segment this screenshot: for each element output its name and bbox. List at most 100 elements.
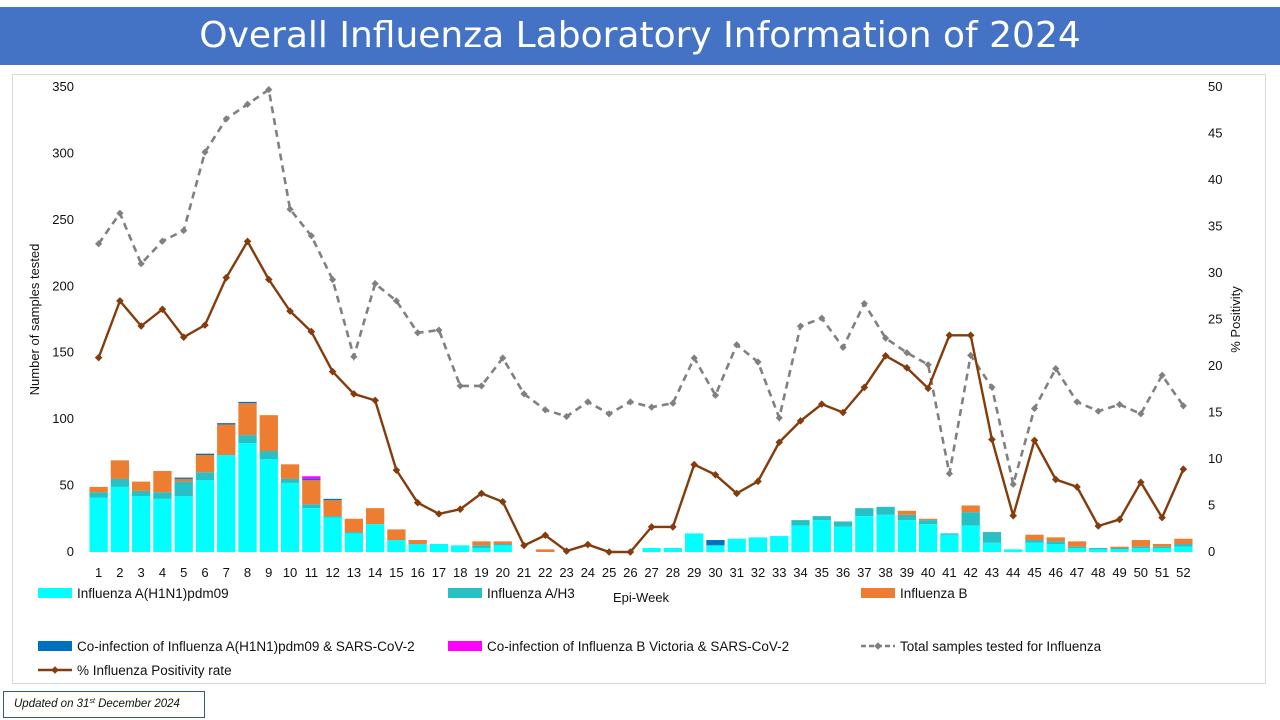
total-samples-point [1158,371,1166,379]
total-samples-point [881,334,890,342]
y2-tick-label: 20 [1208,358,1222,373]
total-samples-point [116,209,124,217]
bar-h1n1-week-18 [451,545,470,552]
bar-h1n1-week-27 [642,548,661,552]
x-tick-label: 49 [1112,565,1126,580]
bar-b-week-52 [1174,538,1193,545]
positivity-point [711,471,720,479]
bar-h1n1-week-8 [238,443,257,552]
positivity-point [584,540,592,549]
x-tick-label: 39 [900,565,914,580]
positivity-point [371,396,379,405]
y2-tick-label: 10 [1208,451,1222,466]
legend-label-b: Influenza B [900,586,968,601]
legend-swatch-coinf_b [448,641,482,651]
bar-b-week-13 [344,518,364,533]
chart-title-banner: Overall Influenza Laboratory Information… [0,7,1280,65]
bar-h1n1-week-48 [1089,549,1108,552]
y-tick-label: 250 [52,212,74,227]
positivity-point [1094,522,1103,530]
x-tick-label: 37 [857,565,871,580]
x-tick-label: 4 [159,565,166,580]
bar-h3-week-4 [153,492,172,499]
bar-coinf_a-week-12 [323,498,342,501]
positivity-point [1030,436,1039,445]
x-tick-label: 15 [389,565,403,580]
bar-h3-week-48 [1089,548,1108,550]
bar-h1n1-week-14 [365,524,385,552]
bar-b-week-51 [1152,544,1172,547]
positivity-point [435,510,443,518]
y2-axis-title: % Positivity [1228,286,1243,353]
bar-b-week-45 [1025,534,1044,541]
total-samples-point [1030,404,1039,413]
x-tick-label: 26 [623,565,637,580]
total-samples-point [520,390,528,398]
positivity-point [94,353,103,362]
bar-h3-week-43 [982,532,1002,543]
positivity-point [924,384,932,393]
bar-b-week-12 [323,500,342,517]
bar-h1n1-week-40 [918,524,938,552]
total-samples-point [605,410,613,418]
x-tick-label: 35 [815,565,829,580]
total-samples-point [903,349,911,357]
total-samples-point [137,260,145,268]
positivity-point [477,489,486,498]
x-tick-label: 23 [559,565,573,580]
bar-b-week-14 [365,508,385,525]
x-tick-label: 50 [1134,565,1148,580]
bar-h1n1-week-16 [408,544,427,552]
bar-h3-week-1 [89,492,108,498]
total-samples-point [669,399,677,407]
bar-h3-week-35 [812,516,831,521]
total-samples-point [392,297,401,305]
positivity-point [1051,475,1060,484]
update-note-date: Updated on 31 [14,698,90,710]
bar-b-week-4 [153,470,172,493]
bar-b-week-10 [280,464,300,479]
legend-label-h1n1: Influenza A(H1N1)pdm09 [77,586,229,601]
positivity-point [1158,513,1166,522]
x-tick-label: 5 [180,565,187,580]
positivity-point [541,531,550,540]
legend-swatch-h3 [448,588,482,598]
x-tick-label: 13 [347,565,361,580]
total-samples-point [754,358,762,366]
legend-label-coinf_b: Co-infection of Influenza B Victoria & S… [487,639,789,654]
x-tick-label: 52 [1176,565,1190,580]
bar-h1n1-week-11 [302,508,321,552]
y2-tick-label: 25 [1208,312,1222,327]
bar-h3-week-11 [302,504,321,509]
positivity-point [456,505,465,514]
y2-tick-label: 0 [1208,544,1215,559]
legend-swatch-coinf_a [38,641,72,651]
x-tick-label: 29 [687,565,701,580]
positivity-point [137,322,145,330]
total-samples-point [648,403,656,411]
total-samples-line [97,87,1185,485]
positivity-point [1179,465,1188,474]
positivity-point [498,497,507,506]
bar-h3-week-38 [876,506,895,515]
total-samples-point [435,326,443,334]
x-tick-label: 11 [305,565,319,580]
bar-h1n1-week-46 [1046,544,1065,552]
positivity-point [264,275,273,284]
total-samples-point [690,354,698,362]
bar-h1n1-week-44 [1004,549,1023,552]
bar-coinf_a-week-7 [217,423,236,425]
total-samples-point [95,240,103,248]
x-tick-label: 3 [138,565,145,580]
bar-coinf_a-week-5 [174,477,193,479]
positivity-point [392,466,401,474]
positivity-point [286,307,294,315]
positivity-point [307,327,316,336]
bar-h3-week-39 [897,514,917,521]
bar-h3-week-19 [472,545,491,549]
positivity-point [201,321,209,329]
y-tick-label: 0 [67,544,74,559]
total-samples-point [371,280,379,288]
bar-h3-week-40 [918,520,938,525]
bar-b-week-42 [961,505,980,513]
